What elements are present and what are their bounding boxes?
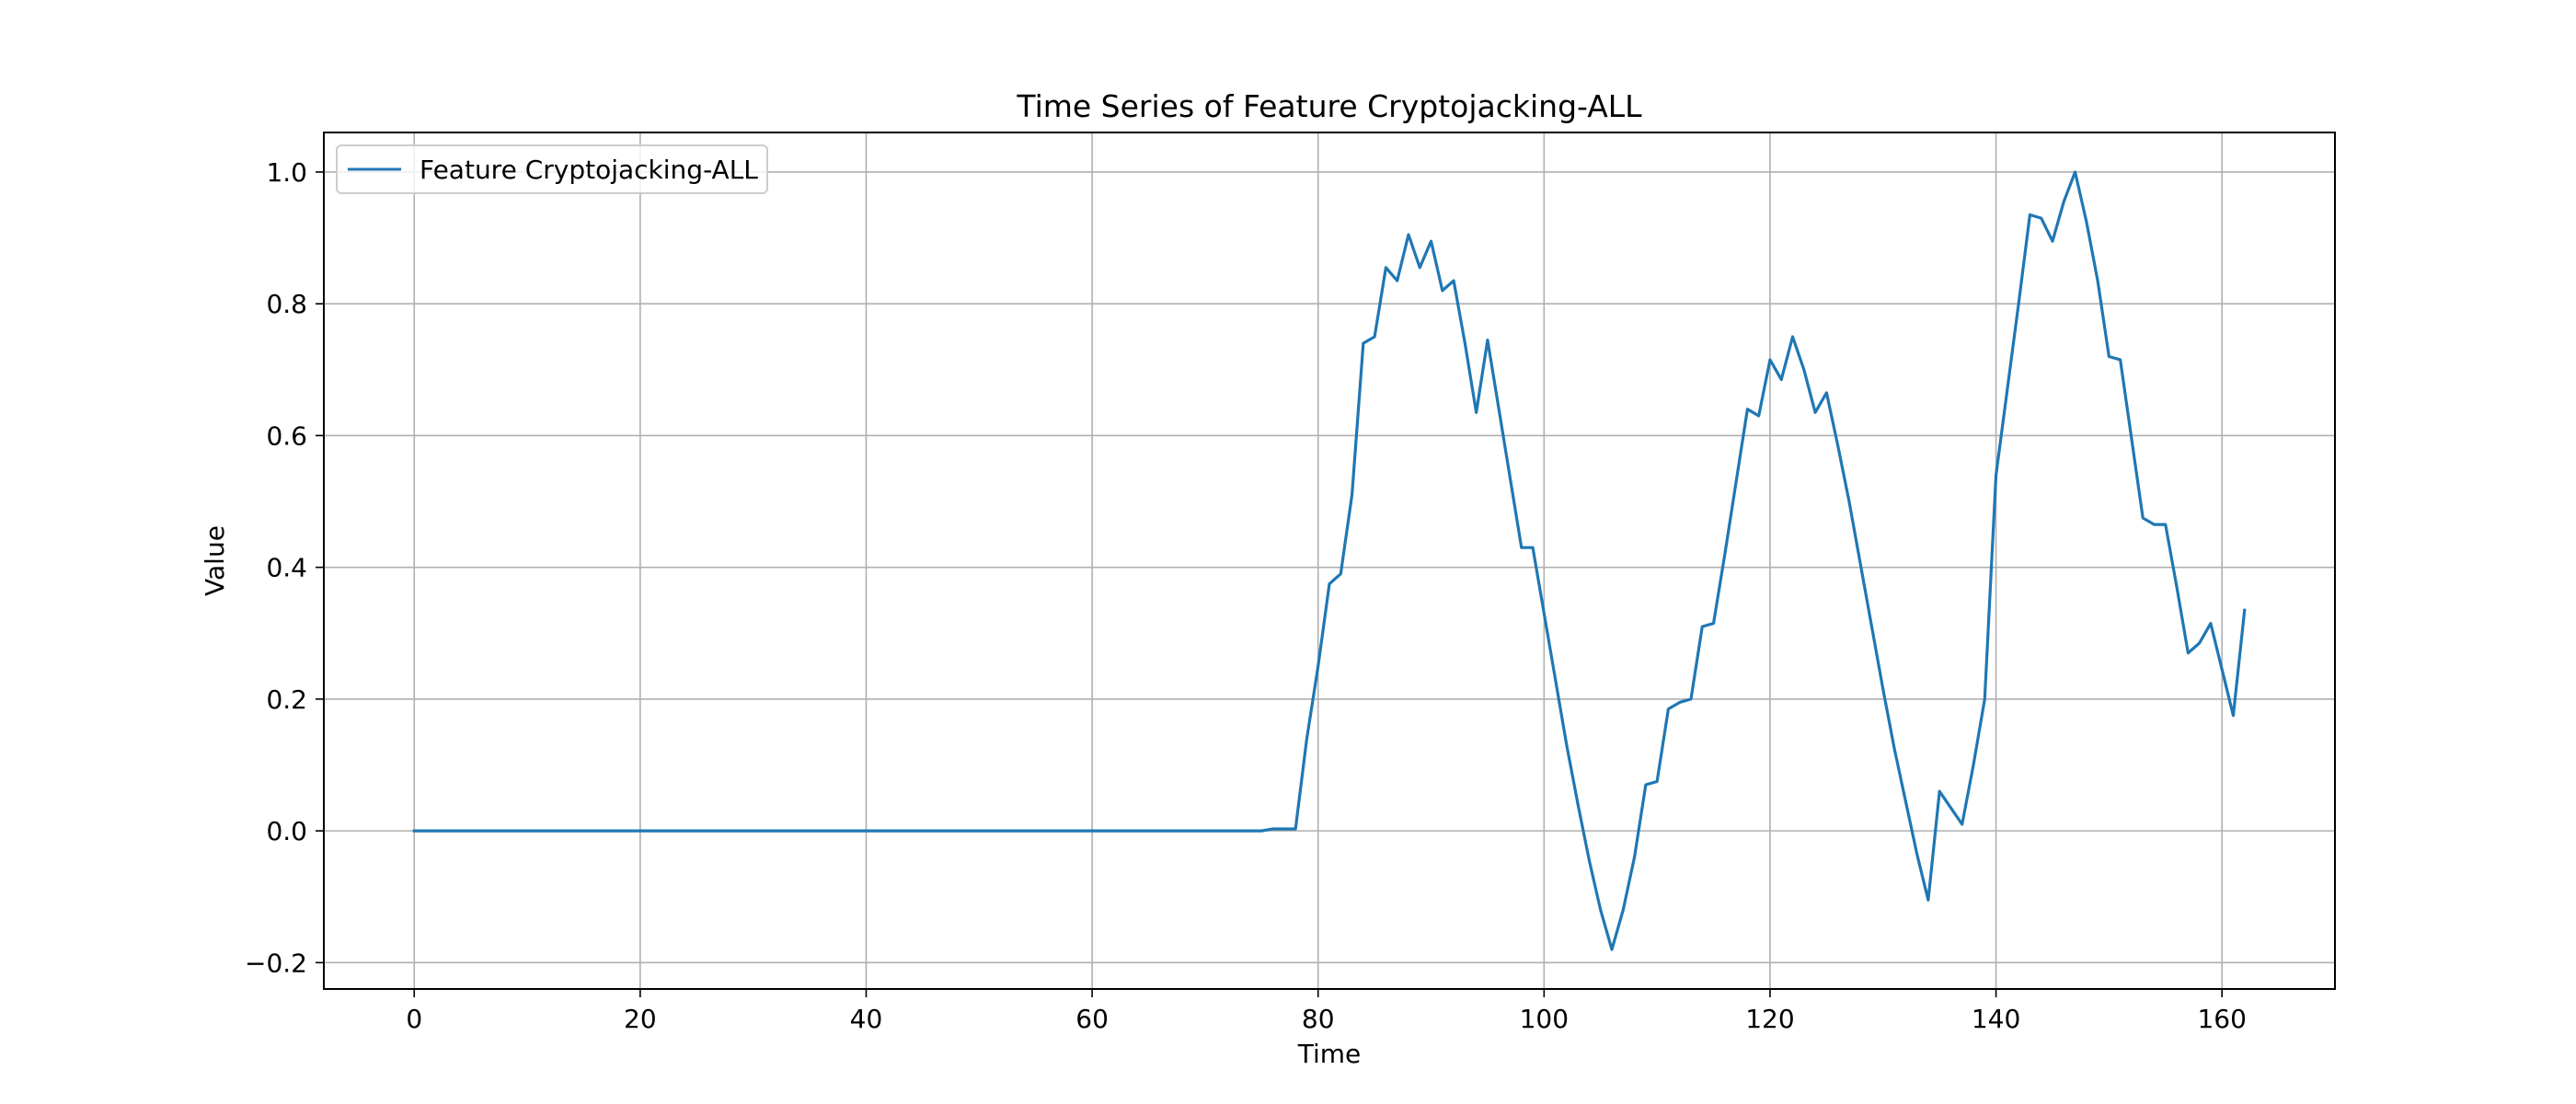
x-tick-label: 140 [1972,1004,2020,1034]
x-tick-label: 160 [2197,1004,2246,1034]
series-line [412,170,2247,951]
legend-entry-label: Feature Cryptojacking-ALL [420,155,758,185]
y-tick-label: 0.4 [266,553,307,583]
x-tick-label: 20 [624,1004,657,1034]
grid [324,132,2335,989]
chart-title: Time Series of Feature Cryptojacking-ALL [1016,88,1642,124]
y-tick-label: −0.2 [245,948,307,978]
x-tick-label: 80 [1302,1004,1335,1034]
plot-frame [323,132,2336,990]
x-axis-label: Time [1297,1039,1362,1069]
legend: Feature Cryptojacking-ALL [336,144,768,194]
x-tick-label: 120 [1745,1004,1794,1034]
y-tick-label: 0.6 [266,420,307,451]
x-tick-label: 100 [1520,1004,1569,1034]
y-axis-label: Value [200,525,230,596]
legend-box [336,144,768,194]
ticks: 0 20 40 60 80 100 120 140 160 −0.2 0.0 0.2 0.4 0.6 0.8… [245,157,2247,1034]
x-tick-label: 60 [1075,1004,1109,1034]
x-tick-label: 40 [850,1004,883,1034]
y-tick-label: 1.0 [266,157,307,188]
y-tick-label: 0.2 [266,684,307,715]
x-tick-label: 0 [406,1004,422,1034]
y-tick-label: 0.8 [266,289,307,319]
y-tick-label: 0.0 [266,816,307,846]
series-layer [412,170,2247,951]
